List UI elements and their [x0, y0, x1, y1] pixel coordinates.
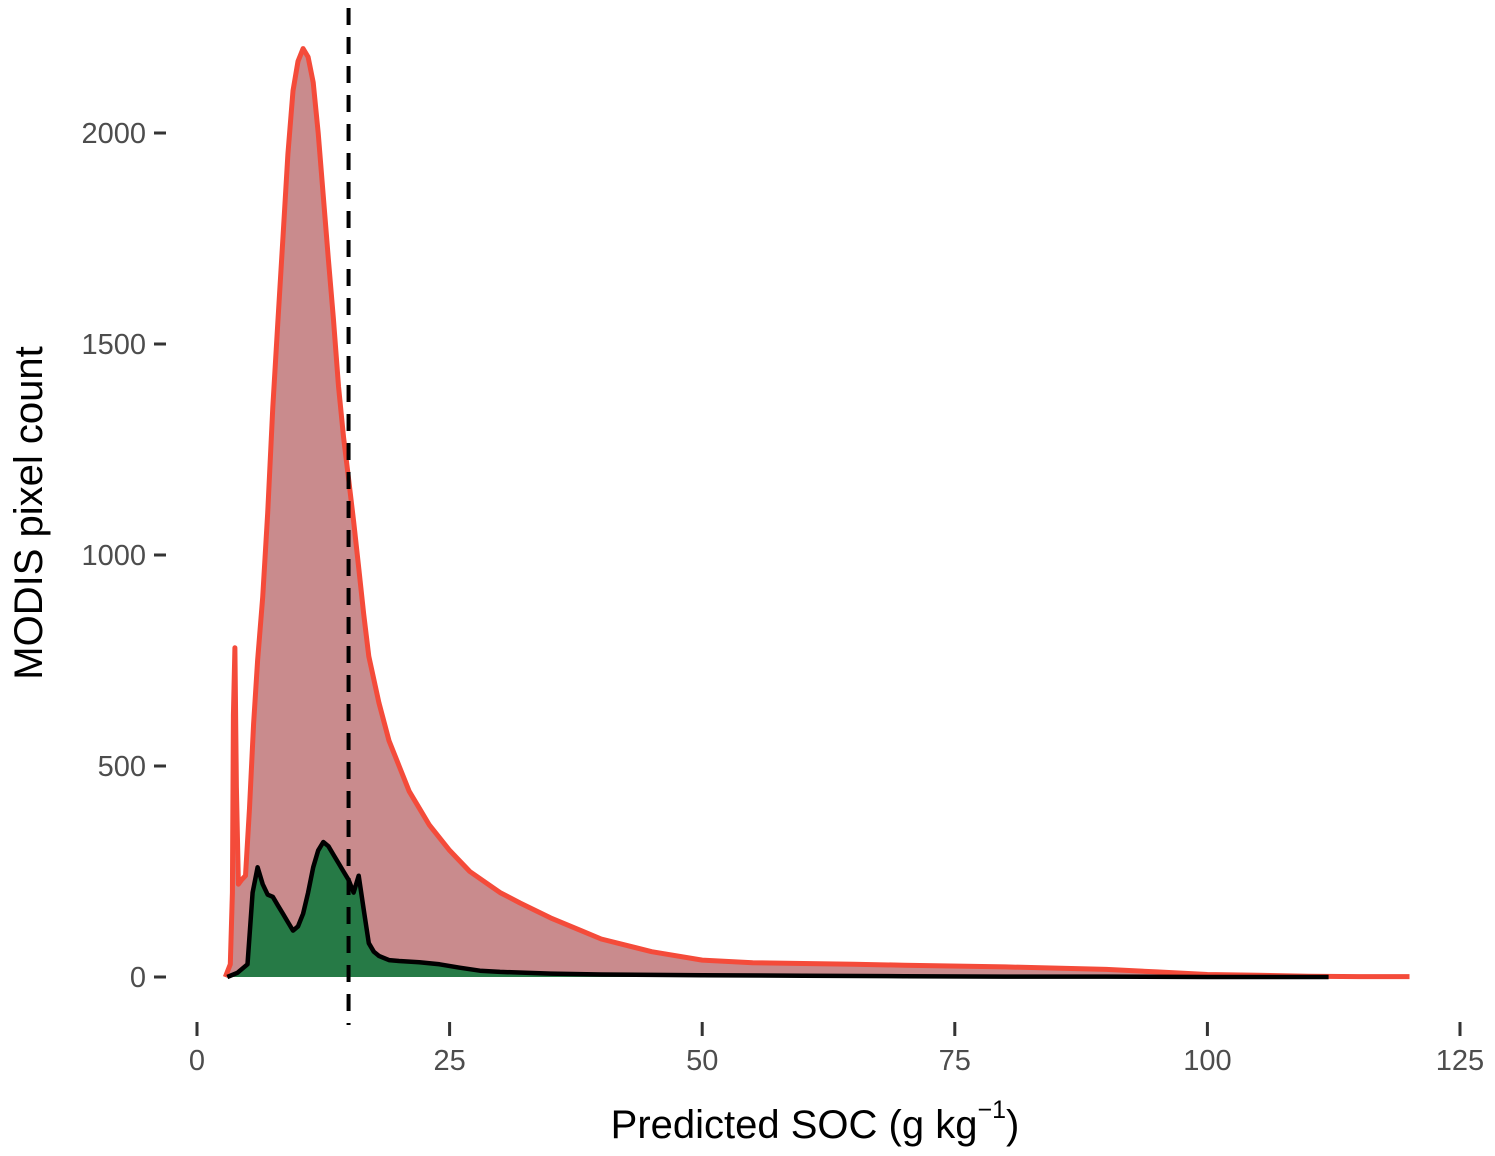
x-tick-label: 100: [1183, 1045, 1231, 1077]
y-tick-label: 0: [130, 962, 146, 994]
x-axis-title-superscript: −1: [977, 1096, 1006, 1124]
x-axis-title-close: ): [1006, 1103, 1019, 1147]
y-tick-label: 2000: [81, 118, 146, 150]
y-axis: 0 500 1000 1500 2000: [81, 118, 166, 994]
x-tick-label: 25: [433, 1045, 465, 1077]
x-tick-label: 50: [686, 1045, 718, 1077]
y-axis-title: MODIS pixel count: [7, 346, 51, 679]
series-0-area: [225, 48, 1410, 978]
series-1-area: [227, 842, 1329, 977]
x-tick-label: 125: [1436, 1045, 1484, 1077]
y-tick-label: 500: [98, 751, 146, 783]
x-axis-title-main: Predicted SOC (g kg: [611, 1103, 978, 1147]
series-0-line: [222, 46, 1410, 980]
y-tick-label: 1500: [81, 329, 146, 361]
x-tick-label: 75: [939, 1045, 971, 1077]
x-axis-title: Predicted SOC (g kg−1): [611, 1096, 1020, 1147]
x-axis: 0 25 50 75 100 125: [189, 1022, 1484, 1077]
y-tick-label: 1000: [81, 540, 146, 572]
x-tick-label: 0: [189, 1045, 205, 1077]
series-layer: [222, 46, 1410, 980]
